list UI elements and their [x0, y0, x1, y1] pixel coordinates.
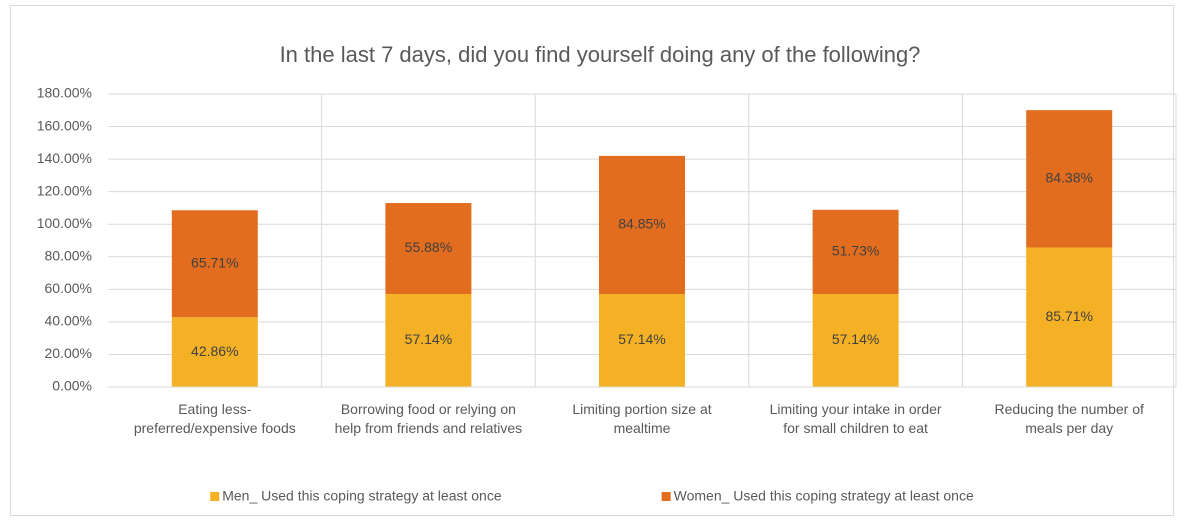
y-tick-label: 160.00% [37, 117, 92, 133]
data-label: 51.73% [832, 243, 879, 259]
bar-segment [1026, 110, 1113, 248]
data-label: 57.14% [832, 331, 879, 347]
bar-segment [812, 209, 899, 294]
x-tick-label: Limiting your intake in order for small … [769, 401, 942, 436]
data-label: 55.88% [405, 239, 452, 255]
legend-label: Women_ Used this coping strategy at leas… [674, 488, 974, 504]
data-label: 57.14% [618, 331, 665, 347]
legend-swatch [661, 492, 671, 501]
bar-segment [812, 293, 899, 387]
y-tick-label: 120.00% [37, 182, 92, 198]
x-tick-label: Eating less-preferred/expensive foods [133, 401, 296, 436]
x-tick-label: Borrowing food or relying on help from f… [334, 401, 523, 436]
data-label: 85.71% [1045, 308, 1092, 324]
y-tick-label: 140.00% [37, 150, 92, 166]
y-tick-label: 40.00% [45, 313, 92, 329]
bar-segment [171, 317, 258, 387]
data-label: 42.86% [191, 343, 238, 359]
data-label: 84.38% [1045, 170, 1092, 186]
bar-segment [385, 293, 472, 387]
y-tick-label: 100.00% [37, 215, 92, 231]
y-tick-label: 180.00% [37, 85, 92, 101]
bar-segment [599, 155, 685, 294]
bar-segment [1026, 247, 1113, 387]
y-tick-label: 0.00% [52, 378, 92, 394]
y-tick-label: 20.00% [45, 345, 92, 361]
y-tick-label: 60.00% [45, 280, 92, 296]
legend-label: Men_ Used this coping strategy at least … [222, 488, 502, 504]
x-tick-label: Limiting portion size at mealtime [572, 401, 712, 436]
bar-segment [171, 210, 258, 318]
data-label: 84.85% [618, 216, 665, 232]
legend-swatch [210, 492, 220, 501]
data-label: 57.14% [405, 331, 452, 347]
data-label: 65.71% [191, 254, 238, 270]
bar-segment [599, 293, 685, 387]
bar-segment [385, 203, 472, 294]
y-tick-label: 80.00% [45, 247, 92, 263]
chart-title: In the last 7 days, did you find yoursel… [280, 42, 921, 67]
x-tick-label: Reducing the number of meals per day [994, 401, 1144, 436]
